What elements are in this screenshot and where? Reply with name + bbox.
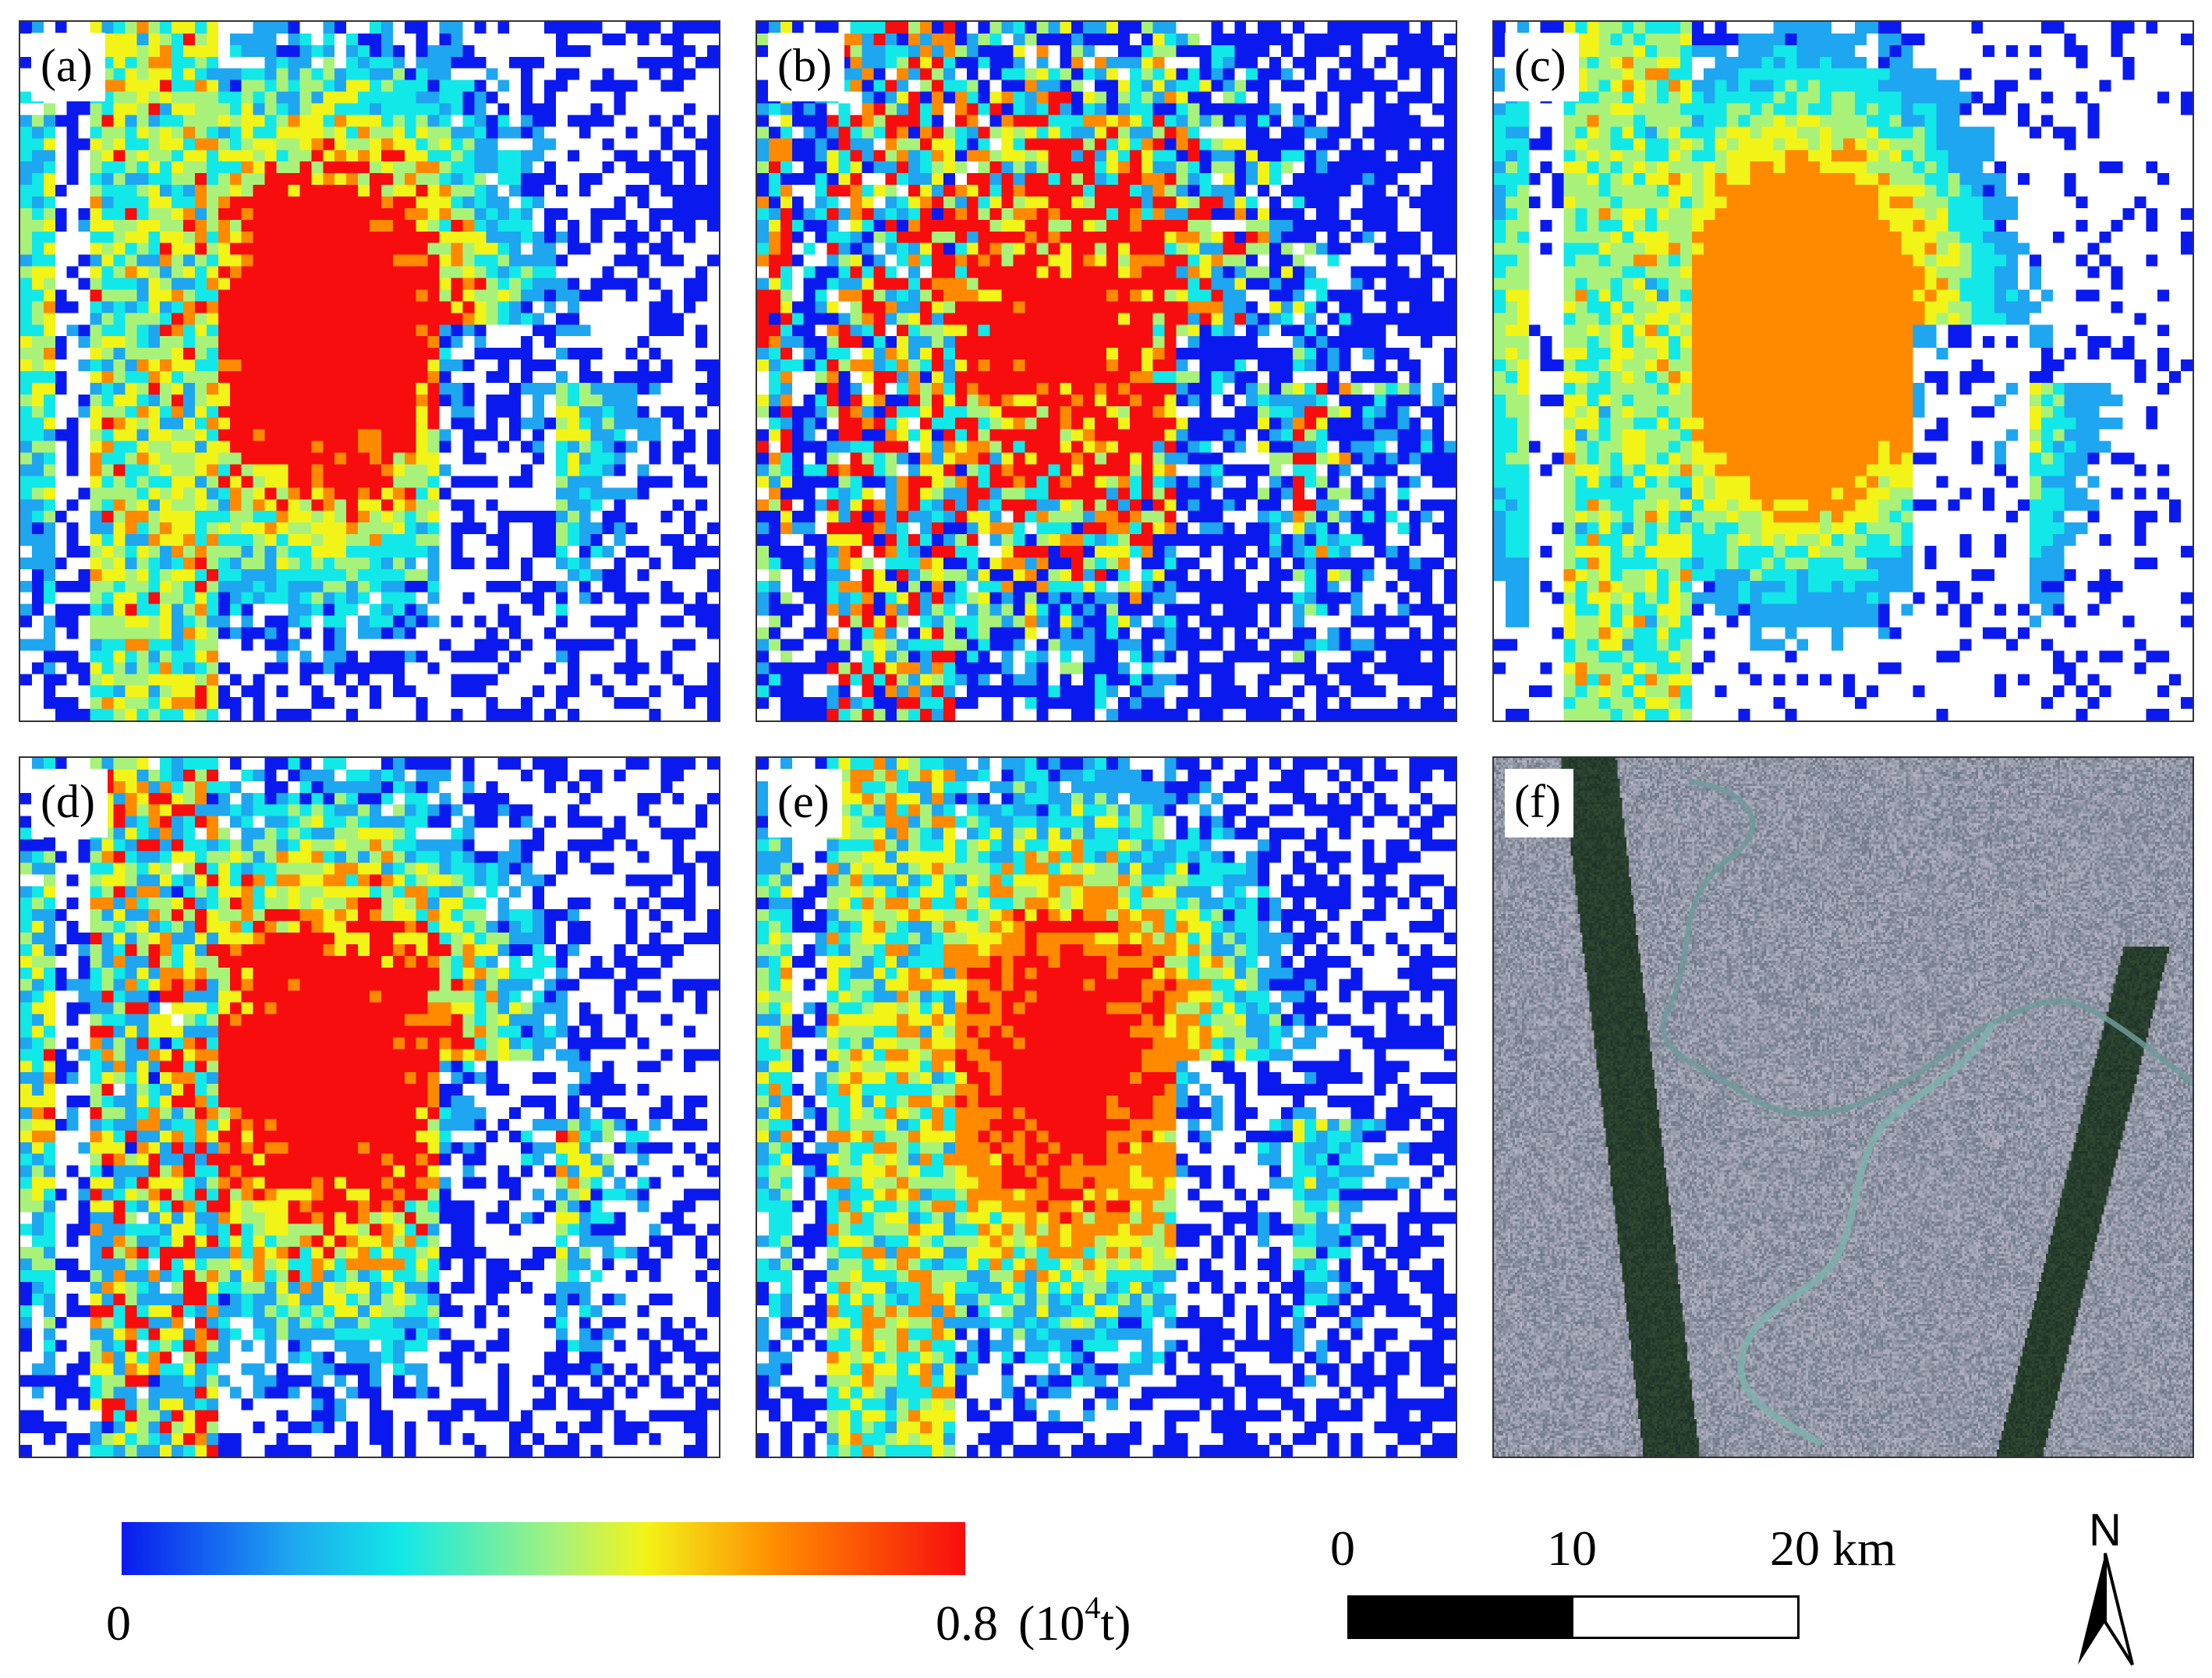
panel-label-c: (c) [1505,33,1579,101]
map-panel-c: (c) [1492,20,2194,722]
map-panel-a: (a) [19,20,720,722]
colorbar-unit-exponent: 4 [1085,1590,1101,1625]
colorbar-unit-prefix: (10 [1018,1595,1085,1651]
map-canvas-d [20,758,719,1457]
map-canvas-c [1494,22,2193,720]
colorbar-max-label: 0.8 [936,1595,998,1651]
river-overlay [1660,778,2193,1447]
map-panel-b: (b) [756,20,1457,722]
scalebar-label-0: 0 [1330,1520,1355,1576]
panel-label-e: (e) [768,769,842,837]
panel-label-d: (d) [31,769,108,837]
colorbar-min-label: 0 [106,1595,131,1651]
colorbar [122,1522,965,1575]
north-label: N [2089,1505,2122,1556]
north-arrow-icon: N [2078,1505,2134,1666]
scalebar [1347,1595,1800,1639]
panel-label-f: (f) [1505,769,1573,837]
colorbar-unit-suffix: t) [1100,1595,1131,1651]
panel-label-a: (a) [31,33,105,101]
colorbar-unit: (104t) [1018,1592,1131,1651]
map-panel-d: (d) [19,756,720,1458]
map-canvas-b [757,22,1456,720]
scalebar-label-20: 20 km [1770,1520,1896,1576]
map-canvas-a [20,22,719,720]
map-panel-e: (e) [756,756,1457,1458]
map-canvas-e [757,758,1456,1457]
scalebar-label-10: 10 [1547,1520,1597,1576]
panel-label-b: (b) [768,33,844,101]
satellite-panel-f: (f) [1492,756,2194,1458]
